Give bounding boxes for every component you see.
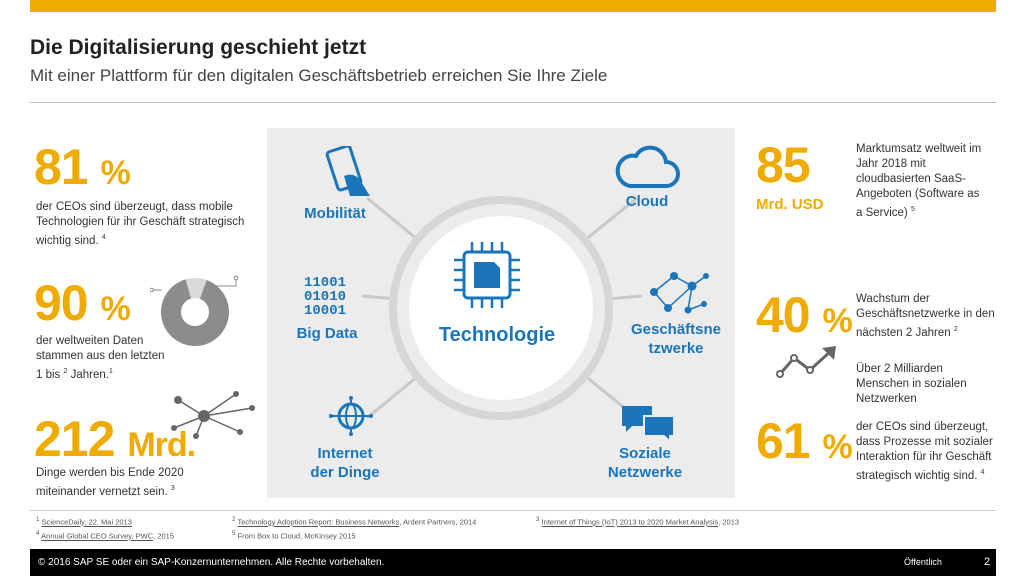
binary-icon: 11001 01010 10001: [304, 275, 347, 319]
stat-61-number: 61 %: [756, 413, 853, 469]
copyright-text: © 2016 SAP SE oder ein SAP-Konzernuntern…: [38, 557, 385, 568]
footnote-3-link[interactable]: Internet of Things (IoT) 2013 to 2020 Ma…: [541, 517, 719, 527]
stat-85-sublabel: Mrd. USD: [756, 196, 824, 213]
donut-leader-dot-top: [233, 275, 239, 281]
stat-81-number: 81 %: [34, 139, 131, 195]
page-subtitle: Mit einer Plattform für den digitalen Ge…: [30, 66, 608, 85]
donut-segment-main: [161, 279, 229, 346]
node-mobility-label: Mobilität: [304, 205, 366, 222]
page-title: Die Digitalisierung geschieht jetzt: [30, 36, 367, 59]
stat-40-text: Wachstum der Geschäftsnetzwerke in den n…: [856, 293, 995, 339]
stat-40-number: 40 %: [756, 287, 853, 343]
footnote-divider: [30, 510, 996, 511]
node-cloud-label: Cloud: [625, 193, 669, 210]
stat-85-number: 85: [756, 137, 811, 193]
stat-social-users-text: Über 2 Milliarden Menschen in sozialen N…: [856, 363, 967, 405]
donut-leader-top: [208, 278, 237, 287]
stat-81-text: der CEOs sind überzeugt, dass mobile Tec…: [36, 201, 245, 247]
chip-icon: [454, 242, 520, 308]
cloud-icon: [615, 145, 680, 188]
stat-90-text: der weltweiten Daten stammen aus den let…: [36, 335, 165, 381]
donut-segment-small: [185, 278, 207, 299]
globe-icon: [329, 396, 373, 436]
stat-212-number: 212 Mrd.: [34, 411, 196, 467]
stat-61-text: der CEOs sind überzeugt, dass Prozesse m…: [856, 421, 993, 482]
smartphone-icon: [325, 146, 370, 196]
footnote-1: 1 ScienceDaily, 22. Mai 2013: [36, 516, 132, 527]
top-accent-bar: [30, 0, 996, 12]
network-graph-icon: [171, 391, 255, 439]
stat-85-text: Marktumsatz weltweit im Jahr 2018 mit cl…: [856, 143, 982, 219]
network-icon: [650, 272, 709, 314]
stat-90-number: 90 %: [34, 275, 131, 331]
footnote-1-link[interactable]: ScienceDaily, 22. Mai 2013: [41, 517, 132, 527]
classification-label: Öffentlich: [904, 557, 942, 567]
footnote-4-link[interactable]: Annual Global CEO Survey, PWC: [41, 531, 154, 541]
node-business-networks-label: Geschäftsne tzwerke: [630, 321, 722, 357]
chat-bubbles-icon: [622, 406, 675, 442]
footer-bar: [30, 549, 996, 576]
footnote-4: 4 Annual Global CEO Survey, PWC, 2015: [36, 530, 175, 541]
node-iot-label: Internet der Dinge: [310, 445, 380, 481]
page-number: 2: [984, 556, 991, 568]
node-social-label: Soziale Netzwerke: [607, 445, 683, 481]
hub-center-label: Technologie: [438, 324, 556, 346]
header-divider: [30, 102, 996, 103]
footnote-2: 2 Technology Adoption Report: Business N…: [232, 516, 477, 527]
footnote-2-link[interactable]: Technology Adoption Report: Business Net…: [237, 517, 400, 527]
donut-chart: [150, 275, 239, 346]
stat-212-text: Dinge werden bis Ende 2020 miteinander v…: [36, 467, 184, 498]
footnote-3: 3 Internet of Things (IoT) 2013 to 2020 …: [536, 516, 740, 527]
growth-trend-icon: [776, 346, 836, 378]
footnote-5: 5 From Box to Cloud, McKinsey 2015: [232, 530, 356, 541]
node-bigdata-label: Big Data: [296, 325, 358, 342]
donut-leader-dot-left: [150, 287, 154, 293]
